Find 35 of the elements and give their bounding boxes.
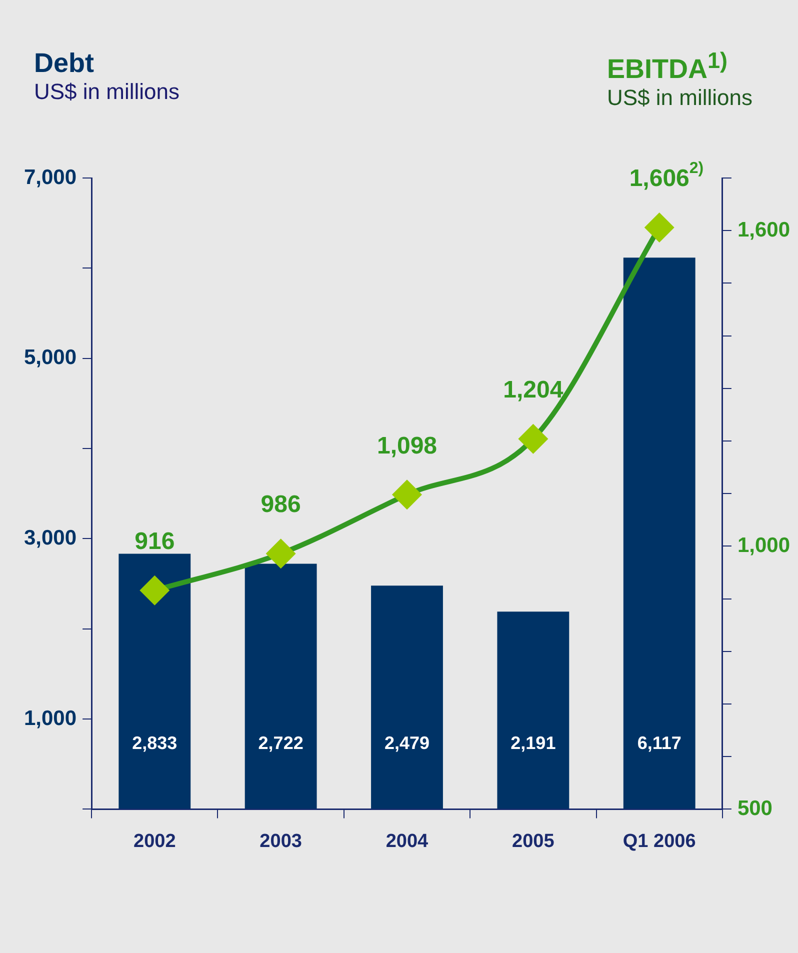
bar bbox=[623, 258, 696, 809]
bar bbox=[371, 586, 443, 809]
point bbox=[266, 538, 296, 569]
data-label: 6,117 bbox=[637, 733, 682, 754]
data-label: 2,191 bbox=[510, 733, 556, 754]
x-tick-label: 2004 bbox=[386, 830, 429, 852]
data-label: 2,833 bbox=[132, 733, 178, 754]
text: EBITDA$^{1)}$ bbox=[607, 48, 729, 85]
x-tick-label: 2002 bbox=[134, 830, 176, 852]
bar bbox=[497, 612, 570, 809]
point bbox=[644, 212, 674, 242]
y-tick-label: 3,000 bbox=[24, 526, 77, 550]
text: Debt bbox=[34, 48, 95, 79]
bar bbox=[118, 554, 191, 809]
data-label: 1,098 bbox=[376, 432, 438, 460]
x-tick-label: 2003 bbox=[260, 830, 302, 852]
y2-axis-title: US$ in millions bbox=[607, 85, 752, 111]
x-tick-label: 2005 bbox=[512, 830, 555, 852]
data-label: 2,722 bbox=[258, 733, 304, 754]
x-tick-label: Q1 2006 bbox=[622, 830, 696, 852]
y-tick-label: 7,000 bbox=[24, 166, 77, 189]
bar bbox=[244, 564, 317, 809]
data-label: 916 bbox=[134, 528, 175, 556]
y2-tick-label: 1,000 bbox=[737, 534, 790, 557]
y2-tick-label: 500 bbox=[737, 796, 772, 820]
y-axis-title: US$ in millions bbox=[34, 79, 180, 105]
data-label: 2,479 bbox=[384, 733, 430, 754]
y2-tick-label: 1,600 bbox=[737, 218, 790, 242]
point bbox=[140, 575, 170, 606]
point bbox=[392, 480, 422, 510]
y-tick-label: 5,000 bbox=[24, 346, 77, 370]
y-tick-label: 1,000 bbox=[24, 706, 77, 730]
data-label: 986 bbox=[260, 491, 301, 518]
point bbox=[518, 424, 548, 454]
data-label: 1,204 bbox=[503, 376, 564, 404]
